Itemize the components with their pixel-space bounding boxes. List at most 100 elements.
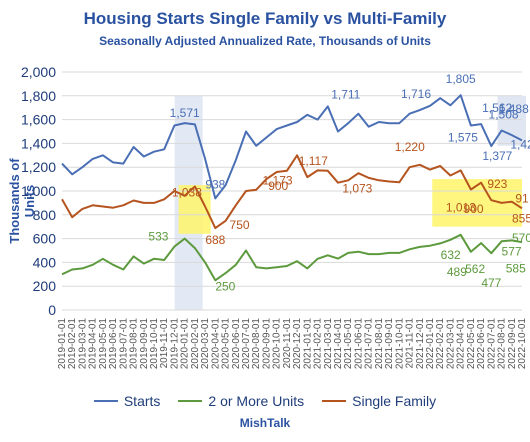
x-tick-label: 2021-12-01: [415, 318, 426, 370]
x-tick-label: 2021-07-01: [364, 318, 375, 370]
data-label: 1,508: [489, 108, 519, 122]
data-label: 1,173: [263, 173, 293, 187]
data-label: 1,571: [170, 106, 200, 120]
x-tick-label: 2020-03-01: [200, 318, 211, 370]
x-tick-label: 2020-10-01: [272, 318, 283, 370]
x-tick-label: 2021-01-01: [302, 318, 313, 370]
x-tick-label: 2022-04-01: [456, 318, 467, 370]
x-tick-label: 2020-12-01: [292, 318, 303, 370]
highlight-sf-covid-box: [178, 185, 211, 234]
x-tick-label: 2020-02-01: [190, 318, 201, 370]
data-label: 1,013: [446, 200, 476, 214]
series-line-single-family: [61, 154, 523, 230]
x-tick-label: 2021-08-01: [374, 318, 385, 370]
legend-item-starts: Starts: [93, 393, 161, 409]
x-tick-label: 2021-05-01: [343, 318, 354, 370]
x-tick-label: 2019-06-01: [108, 318, 119, 370]
x-tick-label: 2020-07-01: [241, 318, 252, 370]
y-tick-label: 800: [33, 207, 57, 223]
x-tick-label: 2021-09-01: [384, 318, 395, 370]
data-label: 1,716: [401, 87, 431, 101]
data-label: 1,42: [510, 137, 530, 151]
legend: Starts 2 or More Units Single Family: [0, 393, 530, 409]
x-tick-label: 2019-10-01: [149, 318, 160, 370]
data-label: 750: [230, 218, 250, 232]
data-label: 477: [481, 276, 501, 290]
chart-title: Housing Starts Single Family vs Multi-Fa…: [83, 9, 447, 28]
data-label: 1,488: [499, 102, 529, 116]
data-label: 533: [148, 230, 168, 244]
chart-subtitle: Seasonally Adjusted Annualized Rate, Tho…: [99, 34, 431, 48]
legend-item-single-family: Single Family: [322, 393, 436, 409]
x-tick-label: 2020-11-01: [282, 318, 293, 369]
x-tick-label: 2020-08-01: [251, 318, 262, 370]
series-line-starts: [61, 94, 523, 200]
series-line-2-or-more-units: [61, 233, 523, 282]
x-tick-label: 2022-10-01: [517, 318, 528, 370]
x-tick-label: 2022-05-01: [466, 318, 477, 370]
y-tick-label: 1,800: [21, 88, 56, 104]
data-label: 1,117: [299, 154, 328, 168]
data-label: 1,575: [448, 131, 478, 145]
legend-swatch-multi-family: [178, 400, 203, 402]
y-tick-label: 1,000: [21, 183, 56, 199]
data-label: 632: [441, 248, 461, 262]
x-tick-label: 2021-06-01: [353, 318, 364, 370]
data-label: 855: [512, 211, 530, 225]
x-tick-label: 2019-05-01: [98, 318, 109, 370]
x-tick-label: 2020-05-01: [221, 318, 232, 370]
y-tick-label: 2,000: [21, 64, 56, 80]
x-tick-label: 2021-03-01: [323, 318, 334, 370]
x-tick-label: 2019-09-01: [139, 318, 150, 370]
x-tick-label: 2020-04-01: [210, 318, 221, 370]
data-label: 1,805: [446, 72, 476, 86]
x-tick-label: 2022-08-01: [497, 318, 508, 370]
x-tick-label: 2022-06-01: [476, 318, 487, 370]
data-label: 570: [512, 231, 530, 245]
data-label: 562: [465, 262, 485, 276]
x-tick-label: 2019-11-01: [159, 318, 170, 369]
x-tick-label: 2019-02-01: [67, 318, 78, 370]
x-tick-label: 2020-06-01: [231, 318, 242, 370]
legend-item-multi-family: 2 or More Units: [178, 393, 304, 409]
x-tick-label: 2020-09-01: [261, 318, 272, 370]
x-tick-label: 2022-03-01: [445, 318, 456, 370]
x-tick-label: 2021-10-01: [394, 318, 405, 370]
source-label: MishTalk: [239, 416, 291, 430]
x-tick-label: 2022-01-01: [425, 318, 436, 370]
data-label: 900: [464, 202, 484, 216]
x-tick-label: 2021-04-01: [333, 318, 344, 370]
legend-swatch-single-family: [322, 400, 347, 402]
data-label: 1,073: [342, 181, 372, 195]
data-label: 250: [215, 279, 235, 293]
data-label: 1,220: [395, 140, 425, 154]
x-tick-label: 2022-02-01: [435, 318, 446, 370]
highlight-starts-box: [497, 95, 526, 146]
data-label: 1,711: [331, 87, 360, 101]
x-tick-label: 2019-12-01: [169, 318, 180, 370]
y-tick-label: 1,200: [21, 159, 56, 175]
x-tick-label: 2022-09-01: [507, 318, 518, 370]
x-tick-label: 2019-03-01: [77, 318, 88, 370]
y-tick-label: 1,600: [21, 112, 56, 128]
data-label: 688: [205, 233, 225, 247]
x-tick-label: 2021-02-01: [313, 318, 324, 370]
y-tick-label: 1,400: [21, 135, 56, 151]
data-label: 489: [447, 265, 467, 279]
x-tick-label: 2019-01-01: [57, 318, 68, 370]
x-tick-label: 2019-04-01: [88, 318, 99, 370]
y-tick-label: 400: [33, 254, 57, 270]
x-tick-label: 2020-01-01: [180, 318, 191, 370]
x-tick-label: 2022-07-01: [486, 318, 497, 370]
x-tick-label: 2019-07-01: [118, 318, 129, 370]
x-tick-label: 2019-08-01: [129, 318, 140, 370]
data-label: 1,562: [482, 101, 512, 115]
data-label: 900: [268, 179, 288, 193]
data-label: 585: [506, 261, 526, 275]
data-label: 91: [515, 191, 529, 205]
x-tick-label: 2021-11-01: [405, 318, 416, 369]
data-label: 923: [487, 177, 507, 191]
legend-label-starts: Starts: [123, 393, 161, 409]
data-label: 577: [502, 244, 522, 258]
